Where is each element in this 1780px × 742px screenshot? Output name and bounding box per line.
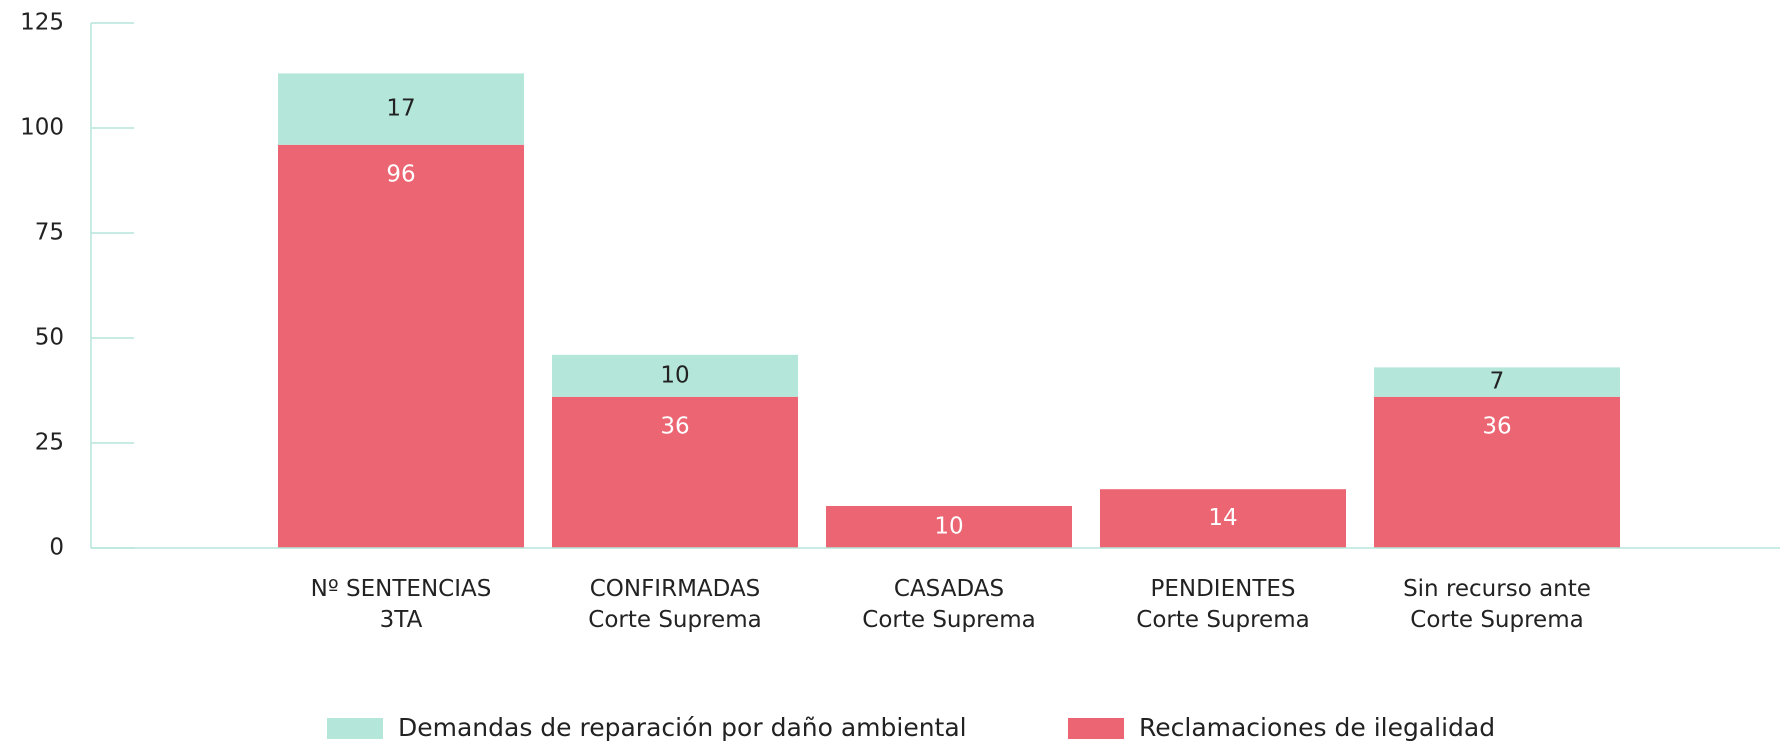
- x-tick-line: Corte Suprema: [1136, 607, 1309, 633]
- bar-segment: [1374, 396, 1620, 548]
- bar-segment: [552, 354, 798, 397]
- legend-swatch: [327, 718, 383, 739]
- x-tick-line: PENDIENTES: [1150, 576, 1295, 602]
- x-tick-label: CASADAS Corte Suprema: [862, 576, 1035, 633]
- x-tick-line: Corte Suprema: [862, 607, 1035, 633]
- legend-label: Demandas de reparación por daño ambienta…: [398, 713, 967, 742]
- y-tick-label: 0: [49, 535, 64, 561]
- x-tick-line: CONFIRMADAS: [590, 576, 761, 602]
- data-label: 7: [1490, 369, 1505, 395]
- data-label: 10: [934, 514, 963, 540]
- bar-segment: [1374, 367, 1620, 397]
- bar-segment: [278, 144, 524, 549]
- data-label: 36: [660, 413, 689, 439]
- x-tick-line: Corte Suprema: [588, 607, 761, 633]
- bar-segment: [826, 506, 1072, 548]
- data-label: 36: [1482, 413, 1511, 439]
- data-label: 96: [386, 161, 415, 187]
- data-label: 14: [1208, 505, 1237, 531]
- x-tick-label: Nº SENTENCIAS 3TA: [311, 576, 492, 633]
- y-tick-label: 125: [20, 10, 64, 36]
- x-tick-line: Corte Suprema: [1410, 607, 1583, 633]
- x-tick-label: Sin recurso ante Corte Suprema: [1403, 576, 1591, 633]
- bar-segment: [278, 73, 524, 145]
- x-tick-line: CASADAS: [894, 576, 1004, 602]
- legend-swatch: [1068, 718, 1124, 739]
- y-tick-label: 25: [35, 430, 64, 456]
- bar-segment: [552, 396, 798, 548]
- y-tick-label: 75: [35, 220, 64, 246]
- x-tick-label: CONFIRMADAS Corte Suprema: [588, 576, 761, 633]
- x-tick-line: Sin recurso ante: [1403, 576, 1591, 602]
- x-tick-label: PENDIENTES Corte Suprema: [1136, 576, 1309, 633]
- y-tick-label: 100: [20, 115, 64, 141]
- data-label: 17: [386, 96, 415, 122]
- y-tick-label: 50: [35, 325, 64, 351]
- x-tick-line: 3TA: [380, 607, 423, 633]
- bar-segment: [1100, 489, 1346, 548]
- data-label: 10: [660, 362, 689, 388]
- legend-label: Reclamaciones de ilegalidad: [1139, 713, 1495, 742]
- x-tick-line: Nº SENTENCIAS: [311, 576, 492, 602]
